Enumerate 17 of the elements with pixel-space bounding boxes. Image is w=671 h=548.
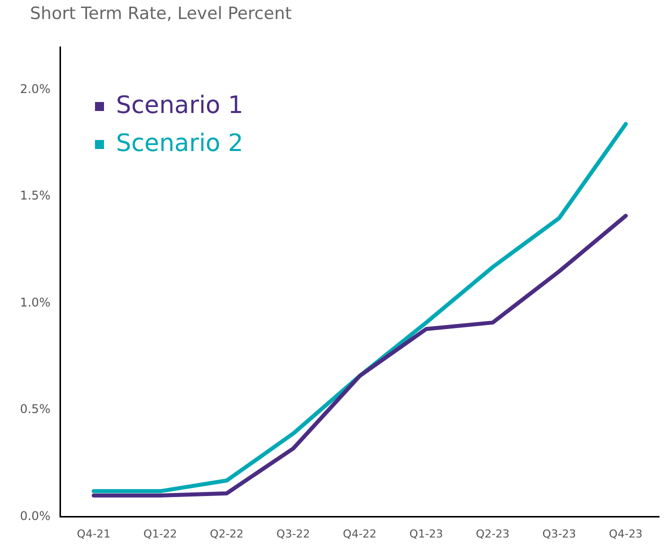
x-tick-label: Q4-21 <box>76 527 111 540</box>
legend-label: Scenario 2 <box>116 129 244 157</box>
x-tick-label: Q4-22 <box>342 527 377 540</box>
y-tick-label: 0.0% <box>20 508 50 523</box>
legend-label: Scenario 1 <box>116 91 244 119</box>
x-tick-label: Q3-23 <box>542 527 576 540</box>
y-tick-label: 2.0% <box>20 82 50 96</box>
x-tick-label: Q1-22 <box>143 527 178 540</box>
x-tick-label: Q3-22 <box>276 527 310 540</box>
x-tick-label: Q2-22 <box>210 527 244 540</box>
y-tick-label: 0.5% <box>20 402 50 416</box>
x-tick-label: Q1-23 <box>409 527 444 540</box>
x-tick-label: Q2-23 <box>476 527 510 540</box>
chart-title: Short Term Rate, Level Percent <box>30 4 292 24</box>
y-tick-label: 1.5% <box>20 188 50 203</box>
x-tick-label: Q4-23 <box>608 527 643 540</box>
y-tick-label: 1.0% <box>20 295 50 310</box>
